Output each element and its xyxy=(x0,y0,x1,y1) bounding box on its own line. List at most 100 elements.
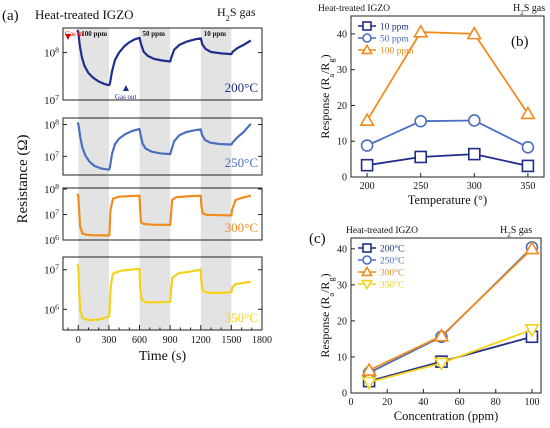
legend-marker xyxy=(362,243,372,253)
pulse-label: 50 ppm xyxy=(143,30,166,38)
series-b-1 xyxy=(360,114,535,154)
legend-marker xyxy=(361,265,373,277)
series-b-0 xyxy=(360,147,535,173)
x-tick-label: 300 xyxy=(101,335,116,346)
chart-c-gas: H2S gas xyxy=(500,225,532,239)
chart-c-ylabel: Response (Ra/Rg) xyxy=(318,273,336,357)
response-curve xyxy=(76,29,252,87)
data-point xyxy=(520,105,536,120)
data-point xyxy=(361,362,377,376)
response-curve xyxy=(76,121,252,171)
annotation-gas-in: Gas in xyxy=(65,30,84,38)
y-tick-label-part: 6 xyxy=(55,302,59,311)
y-tick-label: 0 xyxy=(342,173,347,184)
series-line xyxy=(366,31,529,121)
subplot-2 xyxy=(62,187,263,241)
chart-b-ylabel-part: Response (R xyxy=(318,78,332,139)
legend-label: 100 ppm xyxy=(380,47,414,57)
legend-marker xyxy=(361,43,373,55)
y-tick-label: 107 xyxy=(44,262,59,277)
y-tick-label: 0 xyxy=(342,389,347,400)
series-b-2 xyxy=(359,24,536,127)
chart-a-xlabel: Time (s) xyxy=(139,349,187,364)
data-point xyxy=(524,324,540,338)
x-tick-label: 300 xyxy=(467,181,482,192)
y-tick-label: 107 xyxy=(44,149,59,164)
y-tick-label: 108 xyxy=(44,182,59,197)
y-tick-label: 107 xyxy=(44,207,59,222)
y-tick-label-part: 10 xyxy=(44,235,56,247)
y-tick-label: 106 xyxy=(44,302,59,317)
subplot-frame xyxy=(62,187,263,241)
x-tick-label: 40 xyxy=(418,397,428,408)
legend-marker xyxy=(362,33,372,43)
gas-window xyxy=(139,28,171,330)
chart-a-ylabel: Resistance (Ω) xyxy=(15,134,31,223)
y-tick-label: 20 xyxy=(337,101,347,112)
data-point xyxy=(360,139,374,152)
y-tick-label-part: 10 xyxy=(44,120,56,132)
y-tick-label: 107 xyxy=(44,93,59,108)
x-tick-label: 900 xyxy=(163,335,178,346)
y-tick-label-part: 10 xyxy=(44,304,56,316)
chart-c-frame xyxy=(350,237,542,394)
data-point xyxy=(412,24,429,38)
chart-b-ylabel-part: ) xyxy=(318,54,332,58)
data-point xyxy=(524,240,540,255)
panel-label-b: (b) xyxy=(511,34,529,50)
y-tick-label-part: 10 xyxy=(44,48,56,60)
subplot-frame xyxy=(62,117,263,176)
legend-label: 200°C xyxy=(380,244,404,255)
x-tick-label: 80 xyxy=(491,397,501,408)
chart-a-gas-part: H xyxy=(217,5,226,19)
chart-b-gas-part: S gas xyxy=(524,3,546,14)
data-point xyxy=(521,159,535,173)
x-tick-label: 600 xyxy=(132,335,147,346)
panel-label-c: (c) xyxy=(309,231,326,247)
data-point xyxy=(466,25,483,40)
x-tick-label: 100 xyxy=(524,397,539,408)
pulse-label: 100 ppm xyxy=(81,30,107,38)
y-tick-label-part: 10 xyxy=(44,210,56,222)
data-point xyxy=(359,112,375,127)
gas-window xyxy=(78,28,109,330)
chart-b-title: Heat-treated IGZO xyxy=(318,4,390,14)
y-tick-label-part: 7 xyxy=(55,262,59,271)
y-tick-label-part: 10 xyxy=(44,184,56,196)
y-tick-label: 40 xyxy=(337,29,347,40)
chart-b-frame xyxy=(350,15,545,178)
chart-c-gas-part: 2 xyxy=(507,231,511,239)
temperature-label: 200°C xyxy=(225,80,258,95)
y-tick-label-part: 7 xyxy=(55,149,59,158)
gas-out-arrow xyxy=(122,85,129,91)
chart-b-ylabel: Response (Ra/Rg) xyxy=(318,54,336,138)
x-tick-label: 250 xyxy=(413,181,428,192)
subplot-frame xyxy=(62,27,263,101)
data-point xyxy=(361,376,377,391)
data-point xyxy=(414,114,427,128)
chart-c-ylabel-part: Response (R xyxy=(318,297,332,358)
data-point xyxy=(414,150,427,164)
response-curve xyxy=(76,263,251,322)
temperature-label: 250°C xyxy=(225,155,258,170)
legend-label: 50 ppm xyxy=(380,35,409,45)
y-tick-label-part: 8 xyxy=(55,182,59,191)
panel-label-a: (a) xyxy=(2,8,19,24)
legend-label: 250°C xyxy=(380,256,404,267)
chart-c-xlabel: Concentration (ppm) xyxy=(394,409,499,423)
series-line xyxy=(366,119,529,149)
legend-label: 10 ppm xyxy=(380,23,409,33)
y-tick-label: 106 xyxy=(44,233,59,248)
x-tick-label: 0 xyxy=(76,335,81,346)
x-tick-label: 200 xyxy=(360,181,375,192)
chart-a-gas: H2S gas xyxy=(217,5,256,23)
chart-c-ylabel-part: g xyxy=(327,277,336,282)
chart-b-gas-part: H xyxy=(513,3,520,14)
y-tick-label-part: 10 xyxy=(44,265,56,277)
subplot-frame xyxy=(62,256,263,331)
y-tick-label: 20 xyxy=(337,316,347,327)
gas-in-arrow xyxy=(65,34,71,40)
y-tick-label: 10 xyxy=(337,137,347,148)
data-point xyxy=(468,114,481,127)
